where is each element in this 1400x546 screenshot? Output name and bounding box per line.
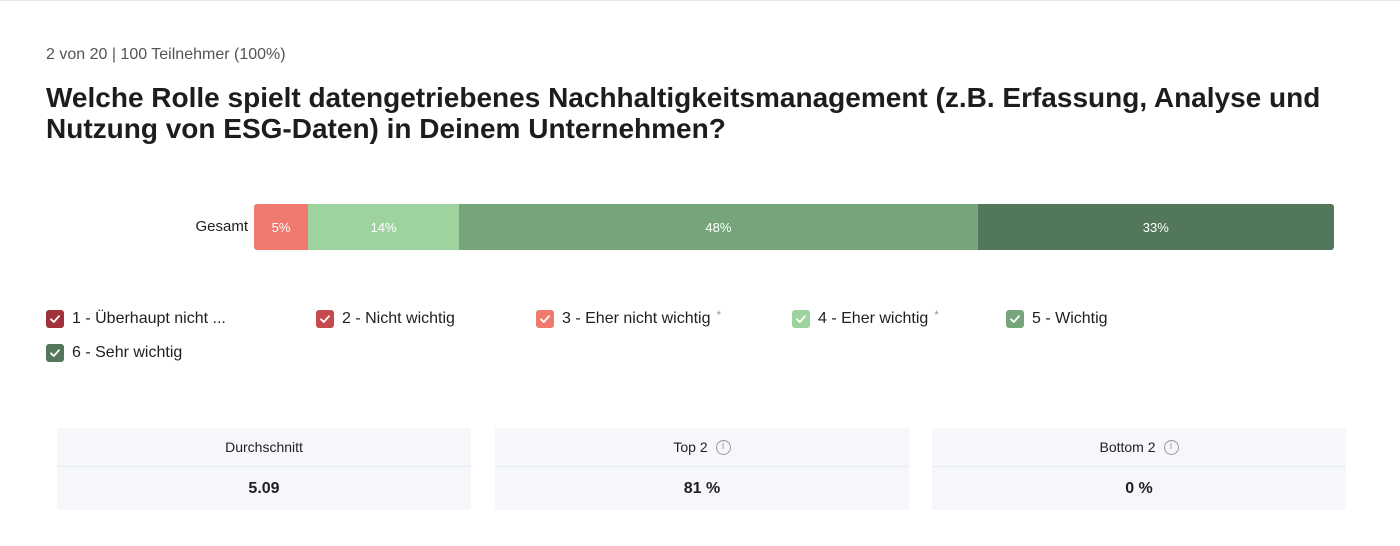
legend-item[interactable]: 6 - Sehr wichtig [46,344,182,362]
bar-segment[interactable]: 5% [254,204,308,250]
legend-checkbox[interactable] [1006,310,1024,328]
stat-header: Top 2 i [495,428,909,467]
bar-segment-label: 48% [705,219,732,235]
stat-label: Durchschnitt [225,439,303,455]
question-meta: 2 von 20 | 100 Teilnehmer (100%) [46,46,286,63]
check-icon [796,315,806,323]
bar-segment-label: 5% [271,219,291,235]
legend-item[interactable]: 1 - Überhaupt nicht ... [46,310,226,328]
legend-label: 3 - Eher nicht wichtig [562,310,711,327]
stat-card: Durchschnitt 5.09 [57,428,471,510]
legend-label: 6 - Sehr wichtig [72,344,183,361]
bar-segment[interactable]: 48% [459,204,978,250]
legend-label: 5 - Wichtig [1032,310,1108,327]
check-icon [50,315,60,323]
legend-checkbox[interactable] [316,310,334,328]
check-icon [540,315,550,323]
check-icon [1010,315,1020,323]
stat-value: 0 % [1125,479,1153,497]
stat-label: Top 2 [673,439,708,455]
stats-row: Durchschnitt 5.09 Top 2 i 81 % Bottom 2 i 0 % [57,428,1347,510]
legend-label: 2 - Nicht wichtig [342,310,455,327]
legend-asterisk: * [716,308,722,322]
legend-item[interactable]: 4 - Eher wichtig * [792,308,939,328]
stat-value: 5.09 [248,479,280,497]
top-divider [0,0,1400,1]
stat-header: Bottom 2 i [932,428,1346,467]
stacked-bar-chart: Gesamt 5% 14% 48% 33% [0,195,1400,265]
bar-segment[interactable]: 33% [977,204,1334,250]
stat-card: Top 2 i 81 % [495,428,909,510]
bar-segment-label: 33% [1142,219,1169,235]
legend: 1 - Überhaupt nicht ... 2 - Nicht wichtig… [46,308,1366,370]
legend-label: 4 - Eher wichtig [818,310,929,327]
stat-header: Durchschnitt [57,428,471,467]
stat-card: Bottom 2 i 0 % [932,428,1346,510]
info-icon[interactable]: i [715,439,731,455]
bar-category-label: Gesamt [195,218,248,235]
legend-checkbox[interactable] [46,310,64,328]
info-icon[interactable]: i [1163,439,1179,455]
legend-checkbox[interactable] [46,344,64,362]
bar-segment[interactable]: 14% [308,204,460,250]
bar-track: 5% 14% 48% 33% [254,204,1334,250]
legend-asterisk: * [934,308,939,322]
legend-checkbox[interactable] [792,310,810,328]
check-icon [50,349,60,357]
stat-label: Bottom 2 [1099,439,1156,455]
legend-checkbox[interactable] [536,310,554,328]
bar-segment-label: 14% [370,219,397,235]
check-icon [320,315,330,323]
stat-value: 81 % [683,479,721,497]
legend-item[interactable]: 3 - Eher nicht wichtig * [536,308,722,328]
legend-item[interactable]: 2 - Nicht wichtig [316,310,455,328]
legend-item[interactable]: 5 - Wichtig [1006,310,1108,328]
legend-label: 1 - Überhaupt nicht ... [72,310,226,327]
page-title: Welche Rolle spielt datengetriebenes Nac… [46,82,1321,144]
